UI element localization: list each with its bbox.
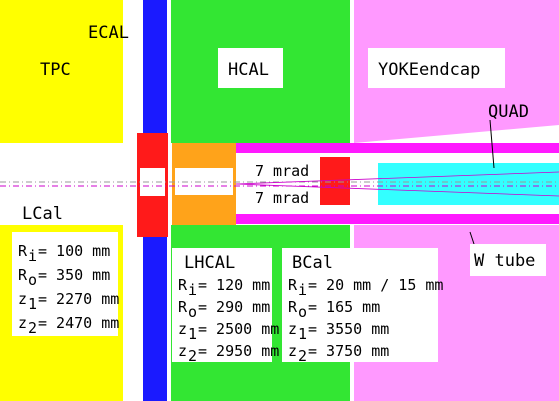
param-value: = 2500 mm	[198, 320, 279, 338]
param-subscript: 2	[298, 347, 307, 365]
param-value: = 290 mm	[198, 298, 270, 316]
param-subscript: 2	[28, 319, 37, 337]
mrad-label: 7 mrad	[255, 189, 309, 207]
param-value: = 165 mm	[308, 298, 380, 316]
bcal-label: BCal	[292, 253, 333, 273]
yoke-label: YOKEendcap	[378, 60, 480, 80]
param-subscript: i	[298, 281, 307, 299]
param-symbol: z	[288, 320, 297, 338]
param-value: = 20 mm / 15 mm	[308, 276, 443, 294]
mrad-label: 7 mrad	[255, 162, 309, 180]
param-subscript: 1	[28, 295, 37, 313]
param-subscript: i	[188, 281, 197, 299]
param-value: = 3750 mm	[308, 342, 389, 360]
param-symbol: z	[18, 290, 27, 308]
param-value: = 2950 mm	[198, 342, 279, 360]
param-subscript: o	[298, 303, 307, 321]
param-subscript: 1	[298, 325, 307, 343]
param-value: = 120 mm	[198, 276, 270, 294]
wtube-label: W tube	[474, 251, 535, 271]
param-symbol: z	[178, 320, 187, 338]
param-symbol: R	[288, 276, 298, 294]
param-subscript: 1	[188, 325, 197, 343]
param-value: = 3550 mm	[308, 320, 389, 338]
lhcal-label: LHCAL	[184, 253, 235, 273]
quad-label: QUAD	[488, 102, 529, 122]
param-value: = 100 mm	[38, 242, 110, 260]
param-value: = 2470 mm	[38, 314, 119, 332]
param-value: = 350 mm	[38, 266, 110, 284]
param-value: = 2270 mm	[38, 290, 119, 308]
hcal-label: HCAL	[228, 60, 269, 80]
param-subscript: o	[188, 303, 197, 321]
param-symbol: R	[18, 242, 28, 260]
tpc-label: TPC	[40, 60, 71, 80]
param-symbol: z	[178, 342, 187, 360]
param-symbol: R	[178, 298, 188, 316]
param-symbol: z	[288, 342, 297, 360]
param-symbol: z	[18, 314, 27, 332]
param-symbol: R	[178, 276, 188, 294]
param-subscript: o	[28, 271, 37, 289]
param-subscript: i	[28, 247, 37, 265]
param-symbol: R	[288, 298, 298, 316]
ecal-label: ECAL	[88, 23, 129, 43]
param-subscript: 2	[188, 347, 197, 365]
param-symbol: R	[18, 266, 28, 284]
lcal-label: LCal	[22, 204, 63, 224]
